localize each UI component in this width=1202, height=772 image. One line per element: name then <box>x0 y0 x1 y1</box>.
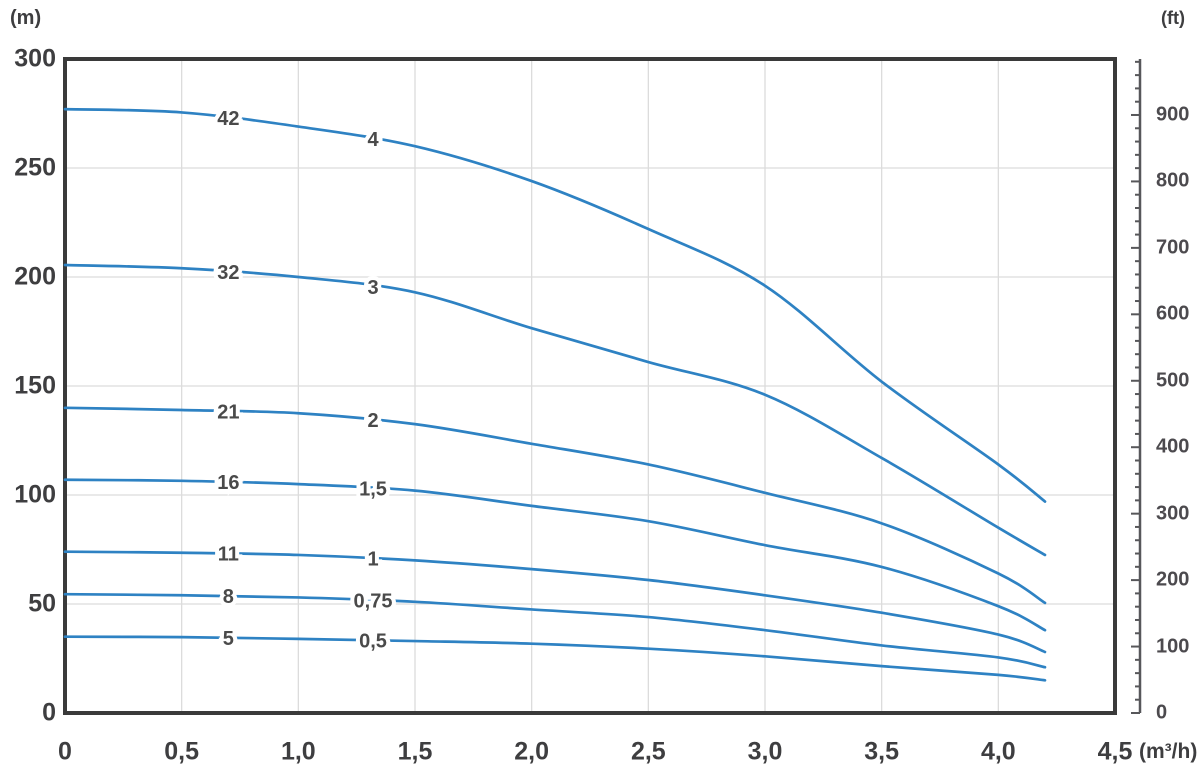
y-tick-label-ft: 600 <box>1156 302 1190 325</box>
curve-stage-label: 5 <box>223 628 234 650</box>
y-tick-label-ft: 200 <box>1156 568 1190 591</box>
left-axis-unit-label: (m) <box>10 7 42 29</box>
x-tick-label: 0 <box>58 737 72 766</box>
x-tick-label: 1,5 <box>397 737 433 766</box>
curve-power-label: 1,5 <box>359 478 387 500</box>
curve-stage-11 <box>63 550 1047 654</box>
x-tick-label: 0,5 <box>164 737 200 766</box>
curve-stage-label: 16 <box>217 472 239 494</box>
curve-power-label: 2 <box>367 410 378 432</box>
y-tick-label-m: 300 <box>14 44 56 73</box>
curve-stage-label: 32 <box>217 262 239 284</box>
curve-stage-32 <box>63 263 1047 557</box>
curve-stage-label: 11 <box>218 544 239 566</box>
curve-stage-21 <box>63 406 1047 605</box>
y-tick-label-ft: 0 <box>1156 701 1168 724</box>
y-tick-label-ft: 500 <box>1156 369 1190 392</box>
y-tick-label-ft: 800 <box>1156 169 1190 192</box>
plot-border <box>63 57 1117 715</box>
y-tick-label-ft: 900 <box>1156 103 1190 126</box>
y-tick-label-m: 100 <box>14 480 56 509</box>
y-tick-label-m: 150 <box>14 371 56 400</box>
x-axis-unit-label: (m³/h) <box>1139 740 1198 763</box>
curve-power-label: 0,5 <box>359 630 387 652</box>
x-tick-label: 2,0 <box>514 737 550 766</box>
curve-stage-label: 42 <box>217 108 239 130</box>
x-tick-label: 3,0 <box>747 737 783 766</box>
right-axis-unit-label: (ft) <box>1161 8 1185 28</box>
x-tick-label: 3,5 <box>864 737 900 766</box>
x-tick-label: 1,0 <box>280 737 316 766</box>
y-tick-label-m: 0 <box>42 698 56 727</box>
curve-power-label: 4 <box>367 129 379 151</box>
y-tick-label-m: 50 <box>28 589 56 618</box>
curve-power-label: 1 <box>367 548 378 570</box>
y-tick-label-ft: 300 <box>1156 502 1190 525</box>
x-tick-label: 4,0 <box>980 737 1016 766</box>
y-tick-label-ft: 700 <box>1156 236 1190 259</box>
x-tick-label: 2,5 <box>630 737 666 766</box>
y-tick-label-ft: 400 <box>1156 435 1190 458</box>
y-tick-label-m: 200 <box>14 262 56 291</box>
curve-stage-label: 8 <box>223 586 234 608</box>
curve-stage-42 <box>63 107 1047 503</box>
y-tick-label-ft: 100 <box>1156 635 1190 658</box>
curve-stage-16 <box>63 478 1047 632</box>
curve-power-label: 3 <box>367 277 378 299</box>
y-tick-label-m: 250 <box>14 153 56 182</box>
curve-stage-5 <box>63 635 1047 682</box>
curve-stage-8 <box>63 592 1047 669</box>
curve-power-label: 0,75 <box>354 590 393 612</box>
curve-stage-label: 21 <box>217 401 239 423</box>
x-tick-label: 4,5 <box>1097 737 1133 766</box>
